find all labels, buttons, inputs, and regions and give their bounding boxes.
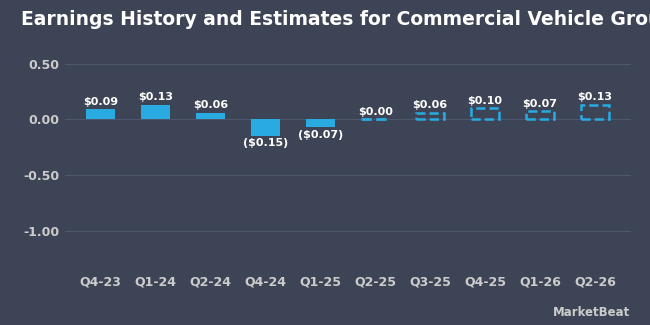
Bar [526,111,554,119]
Bar [306,119,335,127]
Text: $0.00: $0.00 [358,107,393,117]
Text: $0.06: $0.06 [193,100,228,110]
Text: ($0.15): ($0.15) [242,138,288,149]
Text: $0.09: $0.09 [83,97,118,107]
Text: ($0.07): ($0.07) [298,130,343,139]
Text: $0.13: $0.13 [577,92,612,102]
Bar [580,105,609,119]
Bar [86,109,115,119]
Bar [471,108,499,119]
Text: $0.06: $0.06 [413,100,448,110]
Text: $0.13: $0.13 [138,92,173,102]
Bar [251,119,280,136]
Bar [141,105,170,119]
Text: MarketBeat: MarketBeat [553,306,630,318]
Text: $0.07: $0.07 [523,99,558,109]
Text: $0.10: $0.10 [467,96,502,106]
Title: Earnings History and Estimates for Commercial Vehicle Group: Earnings History and Estimates for Comme… [21,10,650,29]
Bar [416,112,445,119]
Bar [196,112,225,119]
